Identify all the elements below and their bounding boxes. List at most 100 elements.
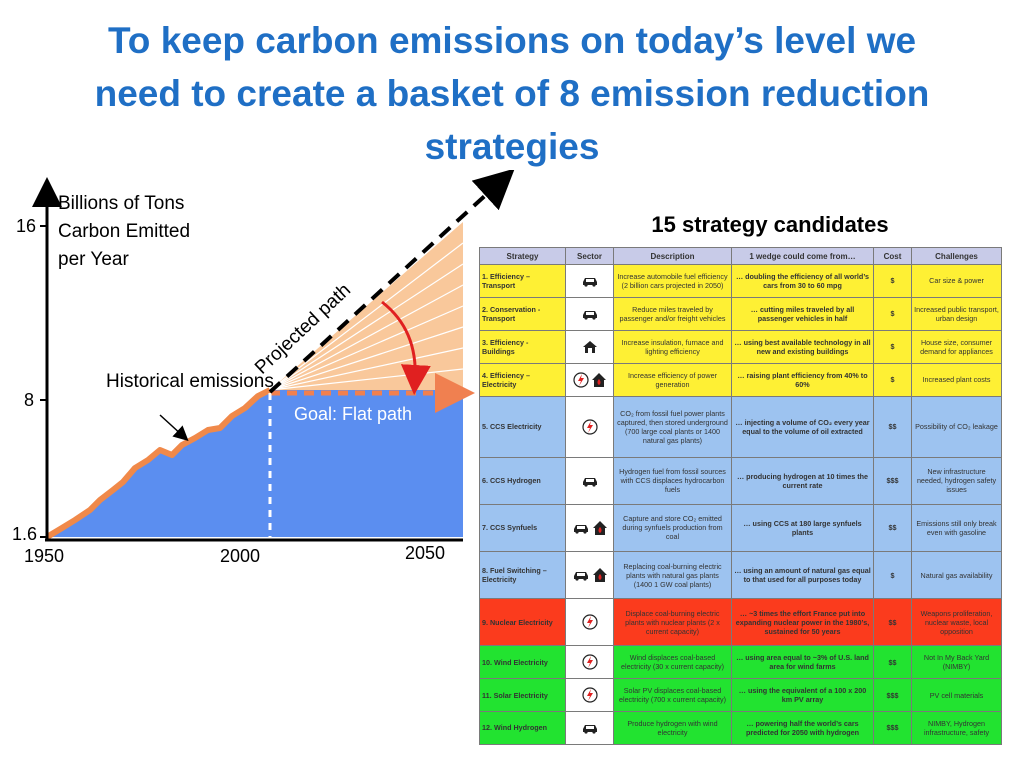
cell-strategy: 8. Fuel Switching – Electricity [479,551,566,600]
cell-description: Capture and store CO₂ emitted during syn… [613,503,732,553]
cell-challenges: PV cell materials [911,678,1002,712]
cell-cost: $ [873,264,912,298]
cell-cost: $ [873,362,912,397]
cell-description: Displace coal-burning electric plants wi… [613,598,732,647]
cell-challenges: Emissions still only break even with gas… [911,503,1002,553]
cell-wedge: … raising plant efficiency from 40% to 6… [731,362,874,397]
wedge-diagram: Projected path [32,170,515,542]
header-cost: Cost [873,247,912,265]
table-row: 7. CCS Synfuels Capture and store CO₂ emi… [479,503,1002,553]
car-icon [581,308,599,320]
house-icon [582,340,598,354]
y-tick-16: 16 [16,216,37,236]
cell-sector [565,395,614,458]
header-description: Description [613,247,732,265]
header-strategy: Strategy [479,247,566,265]
header-wedge: 1 wedge could come from… [731,247,874,265]
cell-challenges: Natural gas availability [911,551,1002,600]
cell-cost: $$$ [873,710,912,746]
historical-pointer [159,414,189,442]
table-row: 12. Wind Hydrogen Produce hydrogen with w… [479,710,1002,746]
table-row: 11. Solar Electricity Solar PV displaces … [479,678,1002,712]
header-challenges: Challenges [911,247,1002,265]
cell-strategy: 10. Wind Electricity [479,645,566,680]
cell-strategy: 5. CCS Electricity [479,395,566,458]
table-row: 6. CCS Hydrogen Hydrogen fuel from fossil… [479,456,1002,505]
cell-sector [565,264,614,298]
table-row: 4. Efficiency – Electricity Increase effi… [479,362,1002,397]
car-icon [581,275,599,287]
flame-house-icon [592,567,608,583]
cell-sector [565,296,614,331]
cell-description: CO₂ from fossil fuel power plants captur… [613,395,732,458]
wedges-triangle [270,222,463,390]
cell-description: Hydrogen fuel from fossil sources with C… [613,456,732,505]
cell-wedge: … cutting miles traveled by all passenge… [731,296,874,331]
cell-wedge: … producing hydrogen at 10 times the cur… [731,456,874,505]
cell-strategy: 9. Nuclear Electricity [479,598,566,647]
slide-title: To keep carbon emissions on today’s leve… [94,20,930,167]
cell-wedge: … using area equal to ~3% of U.S. land a… [731,645,874,680]
table-row: 5. CCS Electricity CO₂ from fossil fuel p… [479,395,1002,458]
reduction-arrow [381,300,431,395]
x-tick-2050: 2050 [405,543,446,563]
cell-strategy: 3. Efficiency - Buildings [479,329,566,364]
cell-challenges: Not In My Back Yard (NIMBY) [911,645,1002,680]
cell-description: Wind displaces coal-based electricity (3… [613,645,732,680]
strategy-table: Strategy Sector Description 1 wedge coul… [479,247,1002,746]
cell-wedge: … doubling the efficiency of all world’s… [731,264,874,298]
cell-description: Produce hydrogen with wind electricity [613,710,732,746]
historical-area [47,390,463,537]
table-row: 2. Conservation - Transport Reduce miles … [479,296,1002,331]
cell-cost: $ [873,551,912,600]
lightning-icon [581,614,598,630]
cell-description: Replacing coal-burning electric plants w… [613,551,732,600]
lightning-icon [581,687,598,703]
cell-cost: $$ [873,503,912,553]
projected-path-arrow [268,170,515,394]
cell-description: Increase insulation, furnace and lightin… [613,329,732,364]
cell-strategy: 1. Efficiency – Transport [479,264,566,298]
lightning-icon [581,419,598,435]
car-icon [581,475,599,487]
table-header-row: Strategy Sector Description 1 wedge coul… [479,247,1002,265]
cell-cost: $$ [873,395,912,458]
cell-cost: $ [873,329,912,364]
cell-challenges: Weapons proliferation, nuclear waste, lo… [911,598,1002,647]
cell-cost: $$$ [873,456,912,505]
cell-strategy: 11. Solar Electricity [479,678,566,712]
cell-sector [565,678,614,712]
cell-challenges: New infrastructure needed, hydrogen safe… [911,456,1002,505]
cell-cost: $ [873,296,912,331]
flame-house-icon [591,372,607,388]
lightning-icon [581,654,598,670]
table-row: 3. Efficiency - Buildings Increase insula… [479,329,1002,364]
cell-cost: $$$ [873,678,912,712]
cell-strategy: 4. Efficiency – Electricity [479,362,566,397]
y-tick-1-6: 1.6 [12,524,38,544]
cell-wedge: … using best available technology in all… [731,329,874,364]
cell-sector [565,503,614,553]
cell-strategy: 2. Conservation - Transport [479,296,566,331]
goal-flat-path-label: Goal: Flat path [294,404,413,424]
historical-emissions-label: Historical emissions [106,371,274,392]
cell-sector [565,551,614,600]
lightning-icon [572,372,589,388]
cell-wedge: … using the equivalent of a 100 x 200 km… [731,678,874,712]
cell-challenges: Increased plant costs [911,362,1002,397]
cell-cost: $$ [873,645,912,680]
cell-sector [565,362,614,397]
header-sector: Sector [565,247,614,265]
cell-sector [565,329,614,364]
cell-sector [565,710,614,746]
cell-wedge: … using CCS at 180 large synfuels plants [731,503,874,553]
cell-sector [565,598,614,647]
wedge-lines [269,242,464,391]
cell-strategy: 7. CCS Synfuels [479,503,566,553]
car-icon [581,722,599,734]
candidates-title: 15 strategy candidates [651,212,889,237]
x-tick-2000: 2000 [220,546,261,566]
cell-wedge: … injecting a volume of CO₂ every year e… [731,395,874,458]
car-icon [572,522,590,534]
cell-sector [565,456,614,505]
